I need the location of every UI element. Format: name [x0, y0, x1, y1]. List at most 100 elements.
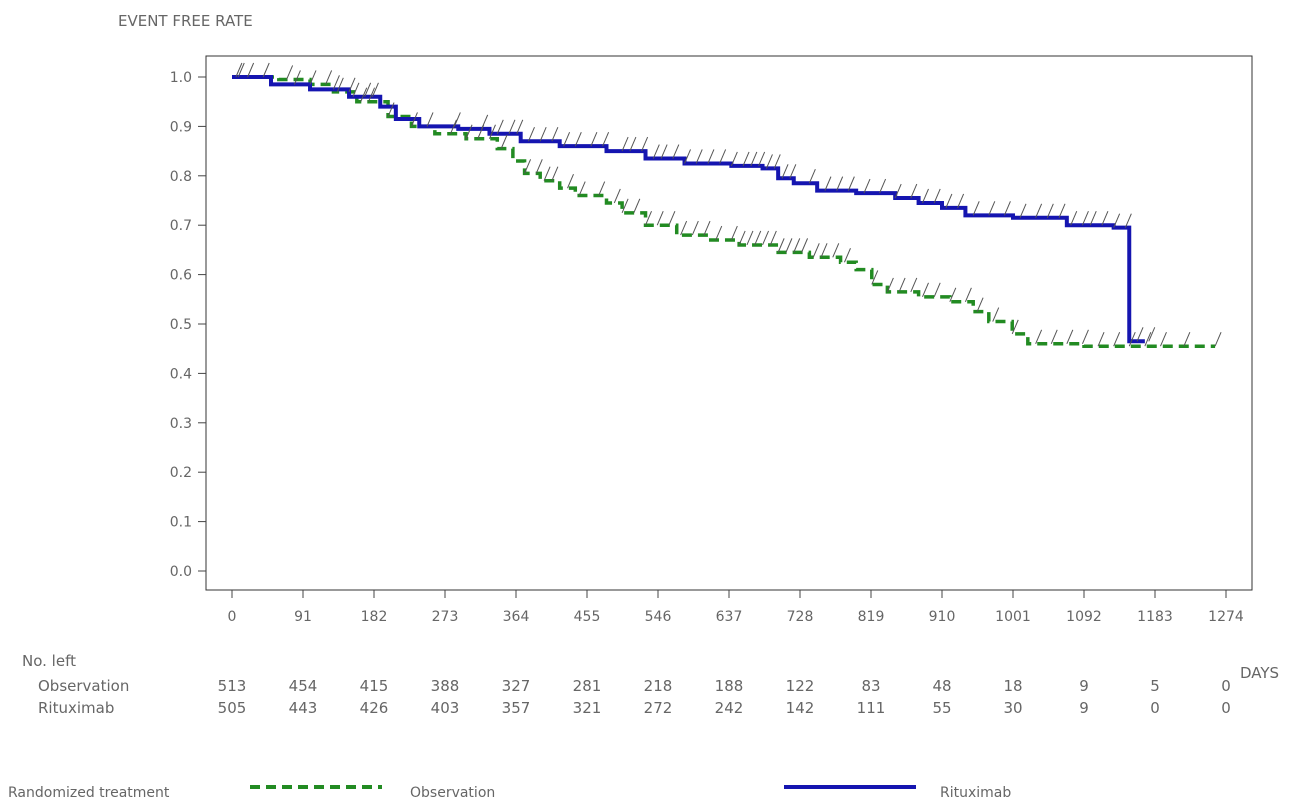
censor-mark: [836, 176, 844, 191]
censor-mark: [972, 201, 980, 216]
series-line-observation: [232, 75, 1216, 348]
chart-title: EVENT FREE RATE: [118, 12, 253, 30]
censor-mark: [325, 70, 333, 85]
censor-mark: [336, 77, 344, 93]
censor-mark: [777, 238, 785, 253]
risk-cell: 513: [218, 677, 247, 695]
censor-mark: [508, 119, 516, 135]
risk-cell: 426: [360, 699, 389, 717]
censor-mark: [898, 277, 906, 293]
censor-mark: [1097, 332, 1105, 347]
censor-mark: [1058, 203, 1066, 218]
censor-mark: [656, 211, 664, 226]
censor-mark: [1003, 201, 1011, 216]
y-tick-label: 0.9: [170, 119, 192, 135]
censor-mark: [1081, 211, 1089, 226]
risk-cell: 188: [715, 677, 744, 695]
risk-cell: 281: [573, 677, 602, 695]
risk-cell: 0: [1221, 677, 1231, 695]
censor-mark: [1144, 332, 1152, 347]
x-tick-label: 819: [858, 609, 885, 625]
x-tick-label: 546: [645, 609, 672, 625]
censor-mark: [496, 119, 504, 135]
risk-cell: 505: [218, 699, 247, 717]
censor-mark: [910, 183, 918, 199]
censor-mark: [886, 277, 894, 293]
censor-mark: [715, 225, 723, 241]
censor-mark: [598, 181, 606, 196]
y-tick-label: 0.5: [170, 317, 192, 333]
risk-cell: 0: [1221, 699, 1231, 717]
censor-mark: [590, 131, 598, 147]
censor-mark: [465, 124, 473, 139]
censor-mark: [750, 151, 758, 167]
censor-mark: [574, 131, 582, 147]
censor-mark: [832, 243, 840, 258]
y-tick-label: 0.7: [170, 218, 192, 234]
x-axis: 0 91 182 273 364 455 546 637 728 819 910 1001 1092 11…: [228, 590, 1244, 625]
censor-mark: [602, 131, 610, 147]
censor-mark: [1214, 332, 1222, 347]
censor-mark: [933, 188, 941, 204]
censor-mark: [563, 131, 571, 147]
y-tick-label: 0.0: [170, 564, 192, 580]
y-tick-label: 0.4: [170, 366, 192, 382]
risk-row-label: Rituximab: [38, 699, 114, 717]
censor-mark: [871, 270, 879, 285]
censor-mark: [1035, 203, 1043, 218]
risk-cell: 5: [1150, 677, 1160, 695]
censor-mark: [738, 230, 746, 246]
x-tick-label: 273: [432, 609, 459, 625]
censor-mark: [613, 188, 621, 204]
plot-frame: [205, 55, 1253, 591]
censor-mark: [387, 102, 395, 117]
risk-cell: 122: [786, 677, 815, 695]
censor-mark: [863, 178, 871, 194]
legend: Observation Rituximab: [250, 785, 1011, 801]
censor-mark: [820, 243, 828, 258]
censor-mark: [1019, 203, 1027, 218]
censor-mark: [964, 287, 972, 302]
censor-mark: [286, 65, 294, 80]
censor-mark: [1124, 213, 1132, 228]
legend-title: Randomized treatment: [8, 785, 170, 801]
censor-mark: [765, 154, 773, 169]
risk-table: Observation 513 454 415 388 327 281 218 188 122 83…: [38, 677, 1231, 717]
censor-mark: [1113, 332, 1121, 347]
censor-mark: [352, 82, 360, 97]
risk-row-label: Observation: [38, 677, 129, 695]
censor-mark: [672, 144, 680, 159]
censor-mark: [1035, 329, 1043, 344]
censor-marks-layer: [235, 62, 1222, 347]
censor-mark: [1183, 332, 1191, 347]
censor-mark: [348, 77, 356, 93]
censor-mark: [742, 151, 750, 167]
censor-mark: [762, 230, 770, 246]
censor-mark: [237, 62, 245, 78]
censor-mark: [1046, 203, 1054, 218]
censor-mark: [262, 62, 270, 78]
censor-mark: [371, 82, 379, 97]
censor-mark: [1070, 211, 1078, 226]
censor-mark: [1011, 319, 1019, 335]
risk-cell: 454: [289, 677, 318, 695]
censor-mark: [645, 211, 652, 226]
risk-table-header: No. left: [22, 652, 76, 670]
censor-mark: [844, 248, 851, 263]
risk-cell: 0: [1150, 699, 1160, 717]
censor-mark: [500, 134, 508, 149]
censor-mark: [781, 164, 789, 179]
risk-cell: 142: [786, 699, 815, 717]
censor-mark: [652, 144, 660, 159]
risk-cell: 415: [360, 677, 389, 695]
censor-mark: [1160, 332, 1167, 347]
x-tick-label: 910: [929, 609, 956, 625]
censor-mark: [368, 87, 375, 102]
censor-mark: [988, 201, 996, 216]
censor-mark: [773, 154, 781, 169]
censor-mark: [489, 124, 496, 139]
x-axis-label: DAYS: [1240, 664, 1279, 682]
censor-mark: [567, 173, 574, 189]
x-tick-label: 1001: [995, 609, 1031, 625]
